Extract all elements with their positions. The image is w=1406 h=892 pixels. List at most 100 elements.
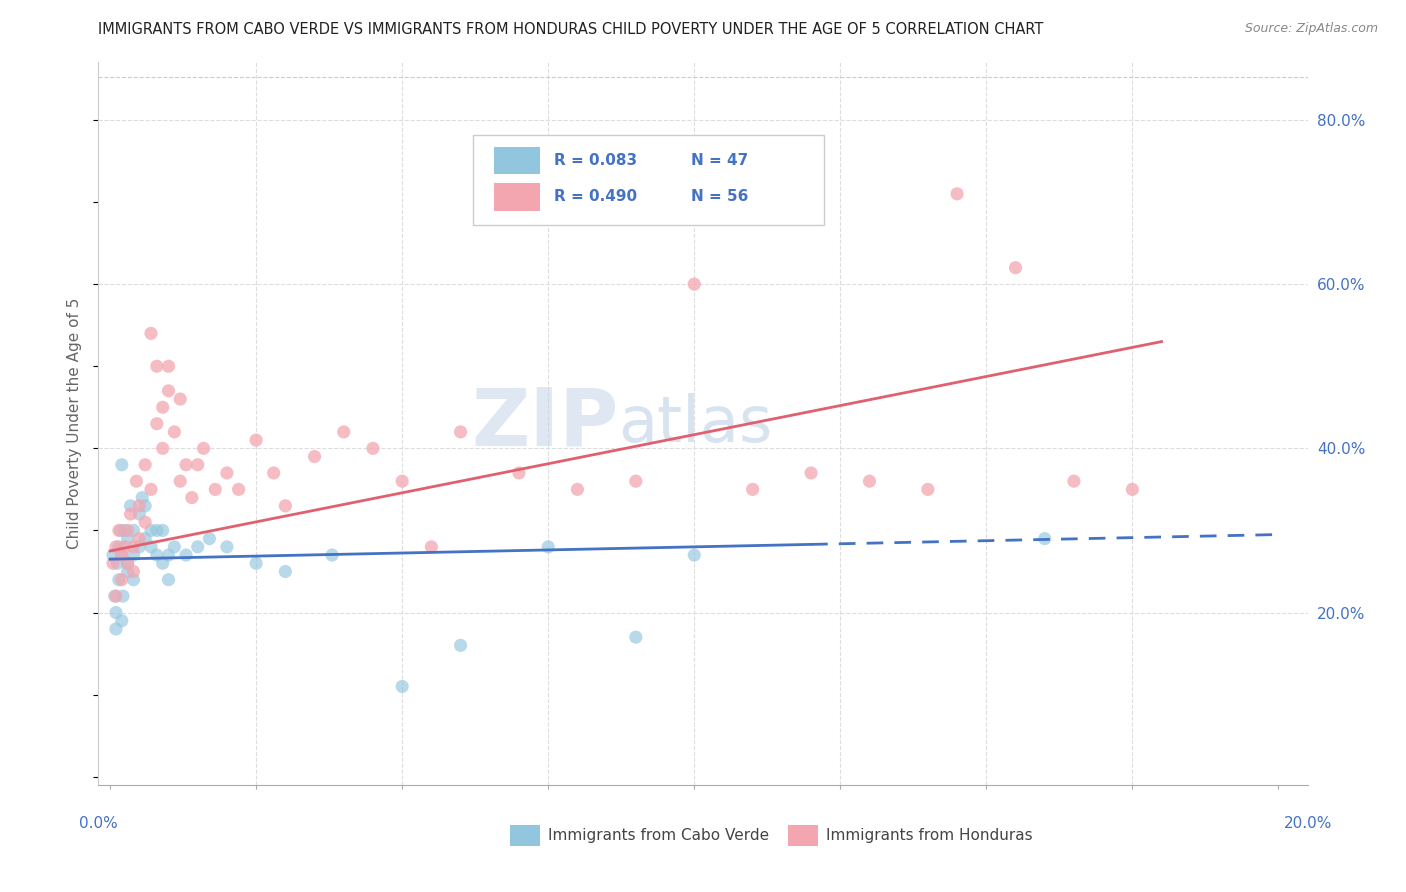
Point (741, 483, 763, 497)
Point (122, 540, 145, 554)
Point (152, 442, 174, 456)
Point (139, 524, 162, 538)
Point (117, 556, 139, 570)
Text: atlas: atlas (619, 392, 773, 455)
Point (111, 548, 134, 562)
Point (146, 524, 169, 538)
Point (114, 524, 136, 538)
FancyBboxPatch shape (494, 147, 540, 175)
Point (134, 458, 156, 472)
Point (274, 499, 297, 513)
Point (108, 540, 131, 554)
Point (1063, 474, 1085, 488)
FancyBboxPatch shape (509, 825, 540, 847)
Point (125, 474, 148, 488)
Point (122, 565, 145, 579)
Point (108, 524, 131, 538)
Point (114, 540, 136, 554)
Text: N = 47: N = 47 (690, 153, 748, 169)
FancyBboxPatch shape (474, 135, 824, 225)
Point (157, 548, 180, 562)
Text: Immigrants from Honduras: Immigrants from Honduras (827, 828, 1033, 843)
Point (104, 589, 127, 603)
Y-axis label: Child Poverty Under the Age of 5: Child Poverty Under the Age of 5 (67, 298, 83, 549)
Point (105, 556, 128, 570)
Point (228, 483, 250, 497)
Point (120, 507, 142, 521)
Point (174, 458, 197, 472)
Point (187, 458, 209, 472)
Point (187, 540, 209, 554)
Point (128, 540, 150, 554)
Point (420, 540, 443, 554)
Point (117, 524, 139, 538)
Point (152, 556, 174, 570)
Point (450, 639, 472, 653)
Point (104, 622, 127, 636)
Point (198, 532, 221, 546)
Point (174, 548, 197, 562)
Point (122, 548, 145, 562)
Point (122, 573, 145, 587)
Point (1004, 260, 1026, 275)
Point (139, 326, 162, 341)
Point (391, 474, 413, 488)
Point (134, 532, 156, 546)
Point (391, 680, 413, 694)
Point (146, 359, 169, 374)
Point (263, 466, 285, 480)
Point (245, 433, 267, 447)
Point (157, 384, 180, 398)
Point (245, 556, 267, 570)
Point (204, 483, 226, 497)
Point (120, 499, 142, 513)
Point (131, 491, 153, 505)
Text: Source: ZipAtlas.com: Source: ZipAtlas.com (1244, 22, 1378, 36)
Point (361, 442, 384, 456)
Point (163, 540, 186, 554)
Point (101, 556, 124, 570)
Point (128, 507, 150, 521)
Point (111, 458, 134, 472)
Point (157, 359, 180, 374)
Point (917, 483, 939, 497)
Point (157, 573, 180, 587)
Point (193, 442, 215, 456)
Point (117, 532, 139, 546)
Text: 20.0%: 20.0% (1284, 816, 1331, 831)
Point (134, 499, 156, 513)
Point (122, 524, 145, 538)
Point (104, 540, 127, 554)
Point (117, 556, 139, 570)
Text: N = 56: N = 56 (690, 189, 748, 204)
Point (508, 466, 530, 480)
Point (101, 548, 124, 562)
Point (169, 474, 191, 488)
Point (304, 450, 326, 464)
Point (858, 474, 880, 488)
Point (111, 573, 134, 587)
Point (146, 548, 169, 562)
Point (117, 565, 139, 579)
Point (537, 540, 560, 554)
Point (128, 499, 150, 513)
Point (683, 277, 706, 292)
Point (111, 548, 134, 562)
Point (104, 606, 127, 620)
Point (163, 425, 186, 439)
Point (180, 491, 202, 505)
Point (800, 466, 823, 480)
Point (128, 532, 150, 546)
Point (332, 425, 354, 439)
Point (1033, 532, 1056, 546)
Text: ZIP: ZIP (471, 384, 619, 463)
Point (624, 474, 647, 488)
Text: Immigrants from Cabo Verde: Immigrants from Cabo Verde (548, 828, 769, 843)
Text: R = 0.083: R = 0.083 (554, 153, 637, 169)
Text: R = 0.490: R = 0.490 (554, 189, 637, 204)
Point (946, 186, 969, 201)
Point (567, 483, 589, 497)
Point (1121, 483, 1143, 497)
Point (450, 425, 472, 439)
Point (139, 540, 162, 554)
